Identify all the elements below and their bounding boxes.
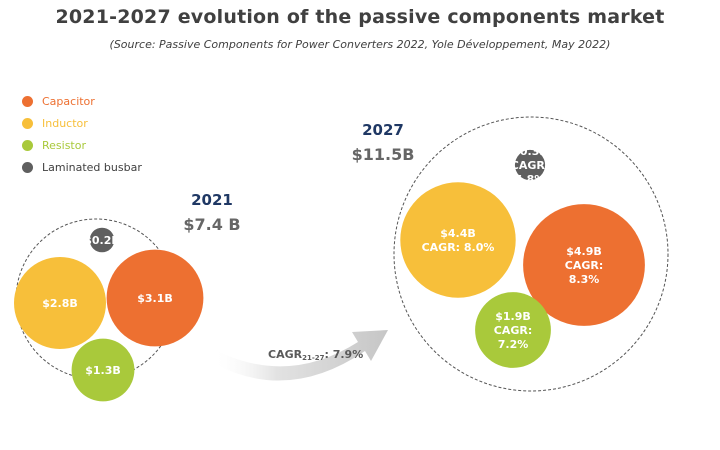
legend-label-capacitor: Capacitor [42, 94, 95, 108]
legend-item-resistor: Resistor [22, 134, 142, 156]
bubble-label-laminated-busbar-2027-0: $0.3B [512, 145, 548, 158]
bubble-label-resistor-2027-2: 7.2% [498, 338, 529, 351]
bubble-resistor-2021 [71, 338, 135, 402]
legend-swatch-resistor [22, 139, 33, 151]
legend-item-inductor: Inductor [22, 112, 142, 134]
legend-swatch-laminated-busbar [22, 161, 33, 173]
legend-swatch-capacitor [22, 95, 33, 107]
legend-label-laminated-busbar: Laminated busbar [42, 160, 142, 174]
enclosing-circle-2027 [393, 116, 669, 392]
bubble-laminated-busbar-2021 [89, 227, 115, 253]
total-label-2027: $11.5B [352, 145, 415, 164]
total-label-2021: $7.4 B [183, 215, 240, 234]
legend-item-capacitor: Capacitor [22, 90, 142, 112]
legend-label-inductor: Inductor [42, 116, 88, 130]
legend-item-laminated-busbar: Laminated busbar [22, 156, 142, 178]
bubble-label-inductor-2021-0: $2.8B [42, 297, 78, 310]
bubble-inductor-2021 [14, 257, 106, 349]
year-label-2021: 2021 [191, 191, 233, 209]
legend-label-resistor: Resistor [42, 138, 86, 152]
chart-title: 2021-2027 evolution of the passive compo… [55, 6, 665, 28]
bubble-label-capacitor-2021-0: $3.1B [137, 292, 173, 305]
bubble-label-resistor-2027-1: CAGR: [494, 324, 532, 337]
bubble-label-resistor-2021-0: $1.3B [85, 364, 121, 377]
legend: Capacitor Inductor Resistor Laminated busba… [22, 90, 142, 178]
bubble-resistor-2027 [475, 292, 551, 368]
bubble-label-capacitor-2027-1: CAGR: [565, 259, 603, 272]
bubble-inductor-2027 [400, 182, 516, 298]
bubble-laminated-busbar-2027 [514, 149, 546, 181]
cagr-arrow [217, 330, 388, 381]
bubble-capacitor-2021 [106, 249, 204, 347]
bubble-label-inductor-2027-1: CAGR: 8.0% [422, 241, 495, 254]
bubble-label-laminated-busbar-2027-1: CAGR: [511, 159, 549, 172]
bubble-label-capacitor-2027-0: $4.9B [566, 245, 602, 258]
bubble-label-laminated-busbar-2027-2: 5.8% [515, 173, 546, 186]
bubble-capacitor-2027 [523, 204, 645, 326]
bubble-label-resistor-2027-0: $1.9B [495, 310, 531, 323]
cagr-arrow-label: CAGR21-27: 7.9% [268, 348, 363, 362]
bubble-label-laminated-busbar-2021-0: $0.2B [84, 234, 120, 247]
bubble-label-capacitor-2027-2: 8.3% [569, 273, 600, 286]
bubble-label-inductor-2027-0: $4.4B [440, 227, 476, 240]
chart-subtitle: (Source: Passive Components for Power Co… [109, 38, 611, 51]
year-label-2027: 2027 [362, 121, 404, 139]
legend-swatch-inductor [22, 117, 33, 129]
